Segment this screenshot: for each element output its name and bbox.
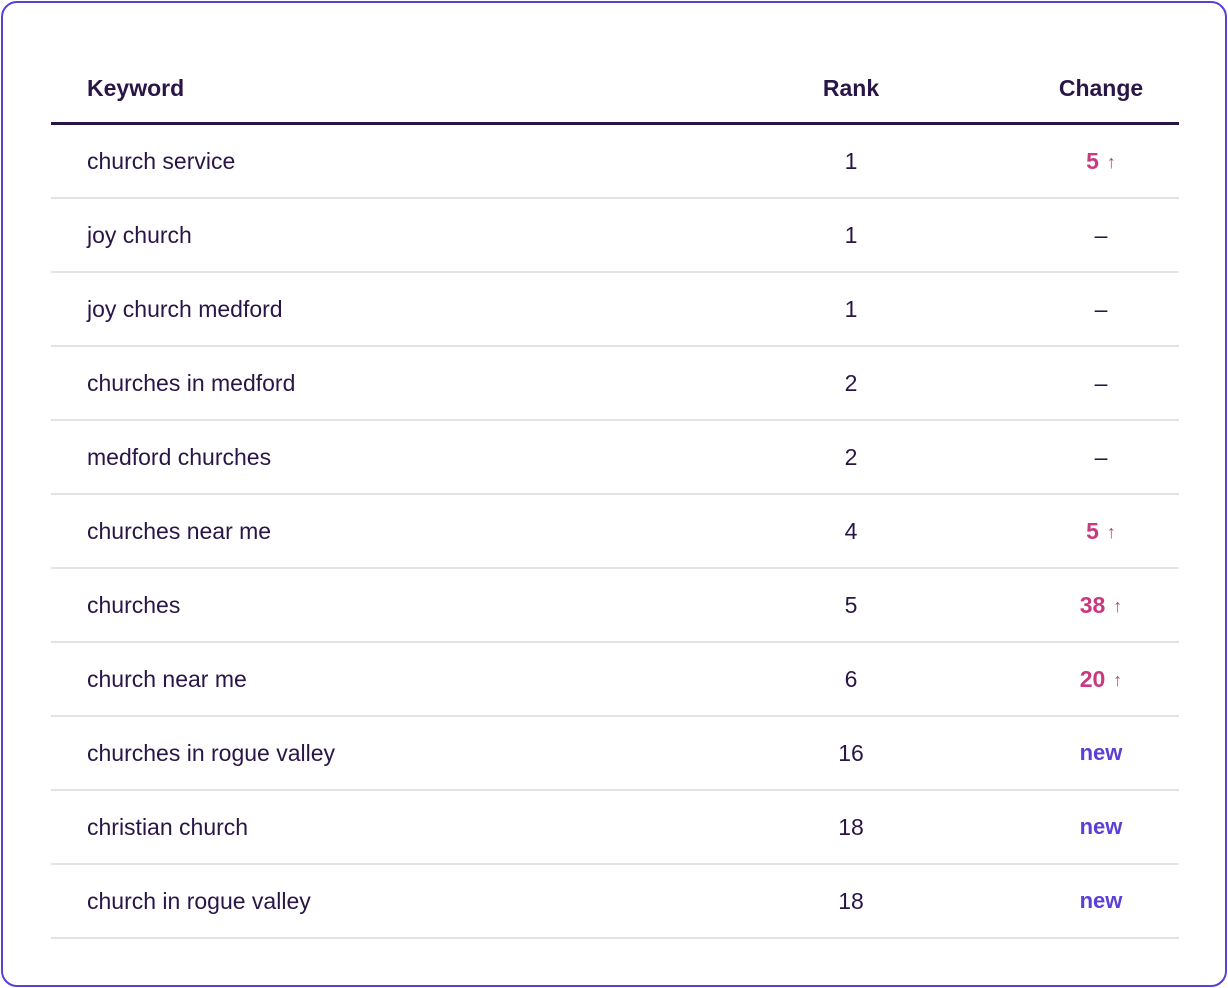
arrow-up-icon: ↑ [1106, 522, 1116, 542]
keyword-cell: churches in medford [87, 370, 296, 396]
header-change: Change [1058, 75, 1144, 101]
table-row: christian church 18 new [51, 791, 1179, 865]
rank-cell: 1 [844, 222, 858, 248]
table-row: churches 5 38 ↑ [51, 569, 1179, 643]
table-row: churches near me 4 5 ↑ [51, 495, 1179, 569]
rank-cell: 1 [844, 148, 858, 174]
change-value: – [1094, 444, 1108, 470]
keyword-rank-table: Keyword Rank Change church service 1 5 ↑ joy… [51, 51, 1179, 939]
rank-cell: 4 [844, 518, 858, 544]
change-value: new [1079, 888, 1123, 913]
change-cell: – [1001, 421, 1201, 493]
keyword-cell: christian church [87, 814, 249, 840]
keyword-cell: churches [87, 592, 181, 618]
change-cell: 20 ↑ [1001, 643, 1201, 715]
table-row: joy church 1 – [51, 199, 1179, 273]
rank-cell: 18 [838, 814, 864, 840]
table-body: church service 1 5 ↑ joy church 1– joy church … [51, 125, 1179, 939]
rank-cell: 5 [844, 592, 858, 618]
header-keyword: Keyword [87, 75, 185, 101]
change-value: – [1094, 296, 1108, 322]
change-value: 20 [1079, 666, 1106, 692]
keyword-cell: churches near me [87, 518, 272, 544]
keyword-cell: church near me [87, 666, 247, 692]
rank-cell: 2 [844, 444, 858, 470]
change-cell: new [1001, 865, 1201, 937]
change-value: 5 [1086, 148, 1099, 174]
change-cell: – [1001, 347, 1201, 419]
table-row: medford churches 2 – [51, 421, 1179, 495]
keyword-cell: medford churches [87, 444, 272, 470]
arrow-up-icon: ↑ [1113, 670, 1123, 690]
change-cell: 5 ↑ [1001, 125, 1201, 197]
change-value: 38 [1079, 592, 1106, 618]
table-header: Keyword Rank Change [51, 51, 1179, 125]
change-cell: new [1001, 717, 1201, 789]
table-row: church service 1 5 ↑ [51, 125, 1179, 199]
keyword-cell: joy church medford [87, 296, 283, 322]
change-cell: – [1001, 273, 1201, 345]
keyword-cell: church in rogue valley [87, 888, 311, 914]
change-value: new [1079, 814, 1123, 839]
rank-cell: 6 [844, 666, 858, 692]
change-value: 5 [1086, 518, 1099, 544]
change-cell: new [1001, 791, 1201, 863]
change-cell: – [1001, 199, 1201, 271]
table-row: joy church medford 1 – [51, 273, 1179, 347]
table-row: churches in medford 2 – [51, 347, 1179, 421]
arrow-up-icon: ↑ [1113, 596, 1123, 616]
keyword-cell: church service [87, 148, 236, 174]
keyword-cell: joy church [87, 222, 192, 248]
change-value: new [1079, 740, 1123, 765]
change-value: – [1094, 370, 1108, 396]
keyword-cell: churches in rogue valley [87, 740, 336, 766]
rank-cell: 16 [838, 740, 864, 766]
rank-cell: 18 [838, 888, 864, 914]
rank-cell: 2 [844, 370, 858, 396]
change-value: – [1094, 222, 1108, 248]
table-row: church near me 6 20 ↑ [51, 643, 1179, 717]
rank-cell: 1 [844, 296, 858, 322]
change-cell: 38 ↑ [1001, 569, 1201, 641]
arrow-up-icon: ↑ [1106, 152, 1116, 172]
header-rank: Rank [822, 75, 880, 101]
table-row: church in rogue valley 18 new [51, 865, 1179, 939]
change-cell: 5 ↑ [1001, 495, 1201, 567]
table-row: churches in rogue valley 16 new [51, 717, 1179, 791]
